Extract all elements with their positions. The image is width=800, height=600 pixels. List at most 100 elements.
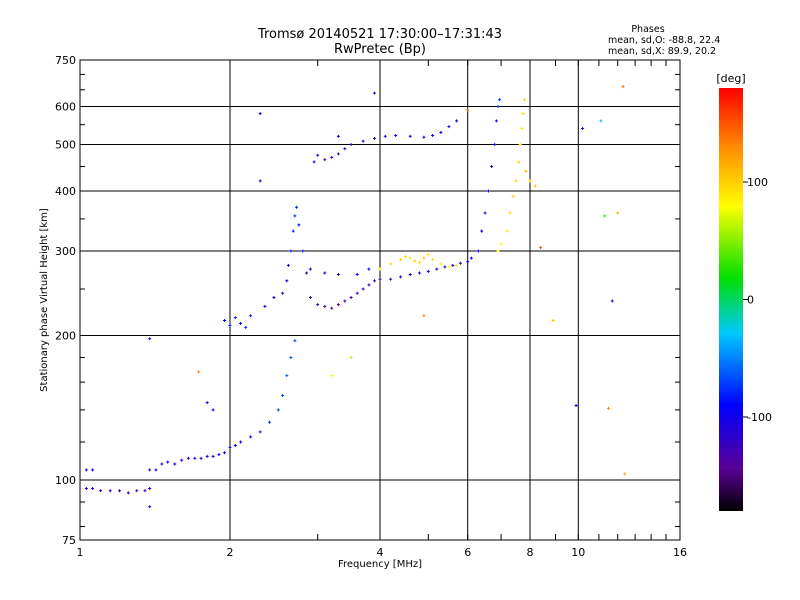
data-point (285, 374, 289, 378)
data-point (521, 112, 525, 116)
data-point (408, 273, 412, 276)
data-point (143, 489, 147, 493)
data-point (466, 108, 470, 112)
y-tick-label: 750 (55, 54, 76, 67)
data-point (211, 454, 215, 458)
data-point (426, 269, 430, 273)
data-point (323, 271, 327, 275)
data-point (323, 158, 327, 162)
grid-lines (79, 59, 681, 541)
data-point (301, 249, 305, 253)
chart-subtitle: RwPretec (Bp) (334, 42, 426, 57)
data-point (316, 303, 320, 307)
data-point (291, 229, 295, 233)
data-point (308, 296, 312, 299)
data-point (408, 134, 412, 138)
x-tick-label: 10 (571, 546, 585, 559)
data-point (361, 287, 365, 291)
data-point (422, 256, 426, 260)
data-point (295, 205, 298, 209)
data-point (476, 249, 480, 253)
data-point (217, 453, 221, 457)
data-point (520, 127, 524, 130)
data-point (148, 487, 152, 490)
data-point (383, 134, 387, 138)
data-point (523, 98, 526, 102)
data-point (297, 223, 301, 227)
data-point (511, 194, 515, 198)
data-point (466, 260, 470, 264)
data-point (367, 267, 371, 271)
x-tick-label: 8 (527, 546, 534, 559)
data-point (84, 468, 88, 472)
data-point (126, 491, 130, 495)
data-point (193, 456, 197, 460)
data-point (418, 271, 421, 275)
data-point (518, 143, 522, 146)
data-point (343, 147, 347, 151)
data-point (496, 105, 500, 108)
data-point (494, 119, 498, 123)
data-point (422, 314, 426, 318)
data-point (281, 291, 285, 295)
data-point (451, 263, 455, 267)
data-point (496, 249, 500, 253)
data-point (148, 468, 152, 472)
y-tick-labels: 75 100 200 300 400 500 600 750 (55, 54, 76, 547)
data-point (118, 489, 121, 493)
data-point (373, 136, 376, 140)
data-point (623, 472, 627, 476)
y-tick-label: 300 (55, 245, 76, 258)
data-point (524, 169, 528, 173)
y-tick-label: 600 (55, 101, 76, 114)
data-point (223, 451, 226, 455)
data-point (603, 214, 607, 218)
data-point (408, 256, 412, 260)
data-point (355, 291, 359, 295)
data-point (418, 260, 421, 264)
data-point (197, 370, 201, 374)
data-point (469, 256, 473, 260)
data-point (276, 408, 280, 412)
data-point (239, 321, 243, 325)
data-point (455, 119, 459, 123)
data-point (228, 445, 232, 449)
data-point (293, 339, 297, 343)
colorbar-label: [deg] (716, 72, 745, 85)
data-point (399, 258, 403, 261)
data-point (249, 314, 253, 318)
data-point (199, 456, 203, 460)
data-point (91, 468, 95, 472)
data-point (148, 337, 152, 341)
x-tick-label: 6 (464, 546, 471, 559)
data-point (361, 139, 365, 143)
data-point (574, 404, 578, 407)
data-point (389, 262, 393, 266)
data-point (154, 468, 158, 472)
data-point (205, 401, 209, 405)
phase-o-stats: mean, sd,O: -88.8, 22.4 (608, 35, 720, 46)
data-point (312, 160, 316, 164)
x-tick-label: 2 (227, 546, 234, 559)
data-point (160, 462, 164, 466)
data-point (533, 184, 537, 188)
phase-x-stats: mean, sd,X: 89.9, 20.2 (608, 46, 716, 57)
data-point (323, 304, 327, 308)
colorbar-tick-label: -100 (747, 411, 772, 424)
data-point (447, 265, 451, 269)
data-point (186, 456, 190, 460)
data-point (621, 85, 625, 89)
data-point (505, 229, 509, 233)
y-axis-label: Stationary phase Virtual Height [km] (39, 208, 50, 392)
data-point (223, 319, 226, 322)
data-point (336, 152, 340, 156)
x-axis-label: Frequency [MHz] (338, 559, 422, 570)
y-tick-label: 500 (55, 139, 76, 152)
data-point (286, 263, 290, 267)
data-point (394, 134, 398, 137)
data-point (528, 179, 532, 183)
data-point (258, 179, 262, 183)
data-point (330, 155, 334, 159)
data-point (539, 246, 543, 250)
